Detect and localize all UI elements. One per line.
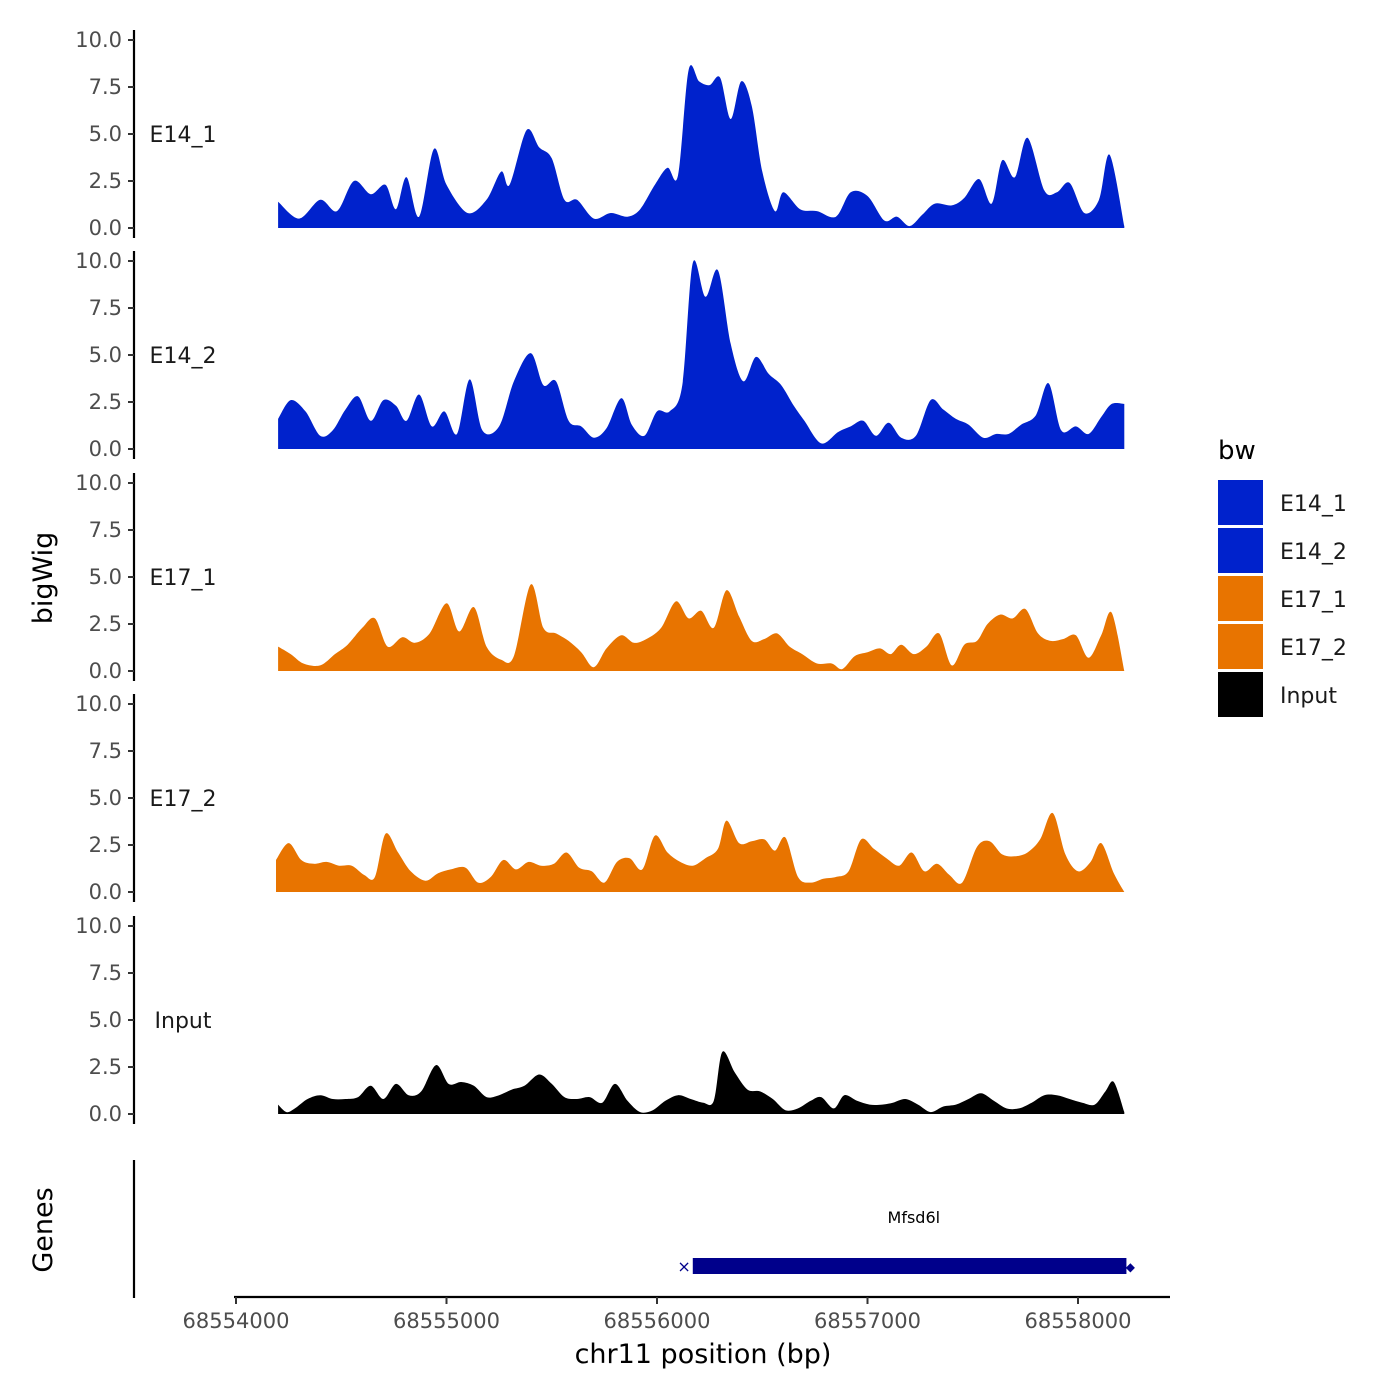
y-tick-label: 7.5 <box>89 75 122 99</box>
y-tick-label: 7.5 <box>89 961 122 985</box>
legend-title: bw <box>1218 436 1256 466</box>
track-label-e17-1: E17_1 <box>150 566 217 591</box>
y-tick-label: 5.0 <box>89 786 122 810</box>
legend-label-e14-2: E14_2 <box>1280 540 1347 565</box>
y-tick-label: 5.0 <box>89 122 122 146</box>
track-e17-2: E17_2 <box>150 787 1125 892</box>
x-tick-label: 68558000 <box>1025 1309 1132 1333</box>
y-tick-label: 0.0 <box>89 659 122 683</box>
area-e14-1 <box>278 65 1125 228</box>
legend: bw E14_1 E14_2 E17_1 E17_2 Input <box>1218 436 1347 717</box>
y-tick-label: 2.5 <box>89 169 122 193</box>
gene-track: × ◆ Mfsd6l <box>132 1160 1136 1298</box>
x-tick-label: 68557000 <box>814 1309 921 1333</box>
track-label-input: Input <box>155 1009 212 1034</box>
gene-mfsd6l-body <box>692 1258 1127 1274</box>
track-input: Input <box>155 1009 1125 1114</box>
y-tick-label: 5.0 <box>89 343 122 367</box>
gene-end-marker-icon: ◆ <box>1126 1260 1136 1274</box>
gene-label-mfsd6l: Mfsd6l <box>888 1208 941 1227</box>
gene-start-marker-icon: × <box>677 1257 690 1276</box>
y-tick-label: 10.0 <box>75 914 122 938</box>
track-label-e17-2: E17_2 <box>150 787 217 812</box>
x-axis-title: chr11 position (bp) <box>575 1339 832 1370</box>
track-label-e14-1: E14_1 <box>150 123 217 148</box>
y-axis-title: bigWig <box>28 532 59 625</box>
x-tick-label: 68554000 <box>183 1309 290 1333</box>
legend-label-input: Input <box>1280 684 1337 709</box>
legend-swatch-input <box>1218 672 1263 717</box>
track-label-e14-2: E14_2 <box>150 344 217 369</box>
area-e17-2 <box>276 812 1125 892</box>
y-tick-label: 0.0 <box>89 216 122 240</box>
area-e14-2 <box>278 260 1125 449</box>
y-tick-label: 2.5 <box>89 390 122 414</box>
y-tick-label: 2.5 <box>89 1055 122 1079</box>
legend-swatch-e17-1 <box>1218 576 1263 621</box>
area-input <box>278 1051 1125 1114</box>
legend-swatch-e14-1 <box>1218 480 1263 525</box>
legend-label-e14-1: E14_1 <box>1280 492 1347 517</box>
y-tick-label: 5.0 <box>89 565 122 589</box>
y-tick-label: 7.5 <box>89 518 122 542</box>
track-e14-1: E14_1 <box>150 65 1125 228</box>
y-tick-label: 5.0 <box>89 1008 122 1032</box>
y-tick-label: 7.5 <box>89 739 122 763</box>
axes-layer: 0.0 2.5 5.0 7.5 10.0 0.0 2.5 5.0 7.5 10.0 0.0 2.5 5.… <box>75 28 1170 1333</box>
y-tick-label: 2.5 <box>89 612 122 636</box>
y-tick-label: 0.0 <box>89 880 122 904</box>
x-tick-label: 68555000 <box>393 1309 500 1333</box>
area-e17-1 <box>278 584 1125 671</box>
legend-swatch-e14-2 <box>1218 528 1263 573</box>
track-e17-1: E17_1 <box>150 566 1125 671</box>
y-tick-label: 10.0 <box>75 692 122 716</box>
legend-swatch-e17-2 <box>1218 624 1263 669</box>
y-tick-label: 7.5 <box>89 296 122 320</box>
y-tick-label: 10.0 <box>75 28 122 52</box>
y-tick-label: 2.5 <box>89 833 122 857</box>
legend-label-e17-1: E17_1 <box>1280 588 1347 613</box>
x-tick-label: 68556000 <box>604 1309 711 1333</box>
y-tick-label: 0.0 <box>89 437 122 461</box>
gene-track-title: Genes <box>28 1187 59 1272</box>
tracks-layer: E14_1 E14_2 E17_1 E17_2 Input <box>150 65 1125 1114</box>
y-tick-label: 10.0 <box>75 249 122 273</box>
y-tick-label: 0.0 <box>89 1102 122 1126</box>
legend-label-e17-2: E17_2 <box>1280 636 1347 661</box>
track-e14-2: E14_2 <box>150 260 1125 449</box>
y-tick-label: 10.0 <box>75 471 122 495</box>
